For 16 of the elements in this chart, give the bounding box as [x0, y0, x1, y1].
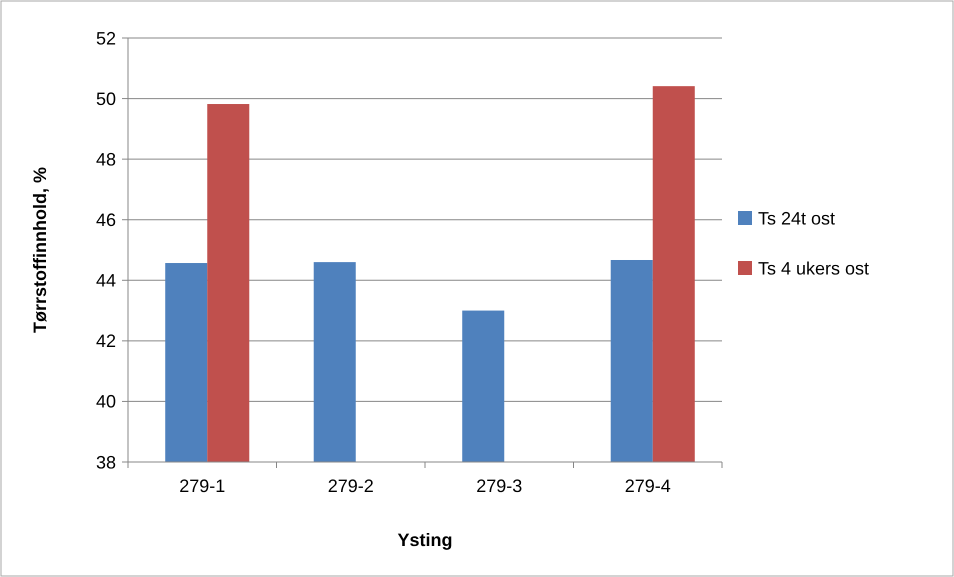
y-tick-label: 44: [96, 270, 116, 291]
legend-label: Ts 4 ukers ost: [758, 258, 870, 278]
y-tick-label: 50: [96, 88, 116, 109]
legend-label: Ts 24t ost: [758, 208, 836, 228]
y-tick-label: 46: [96, 210, 116, 230]
y-axis-title: Tørrstoffinnhold, %: [30, 167, 50, 333]
y-tick-label: 48: [96, 149, 116, 170]
x-tick-label: 279-4: [624, 476, 671, 496]
y-tick-label: 52: [96, 28, 116, 48]
x-tick-label: 279-1: [179, 476, 226, 496]
y-tick-label: 38: [96, 452, 116, 472]
y-tick-label: 42: [96, 331, 116, 352]
x-tick-label: 279-3: [476, 476, 522, 496]
x-tick-label: 279-2: [328, 476, 374, 496]
y-tick-label: 40: [96, 392, 116, 412]
x-axis-title: Ysting: [397, 530, 453, 550]
